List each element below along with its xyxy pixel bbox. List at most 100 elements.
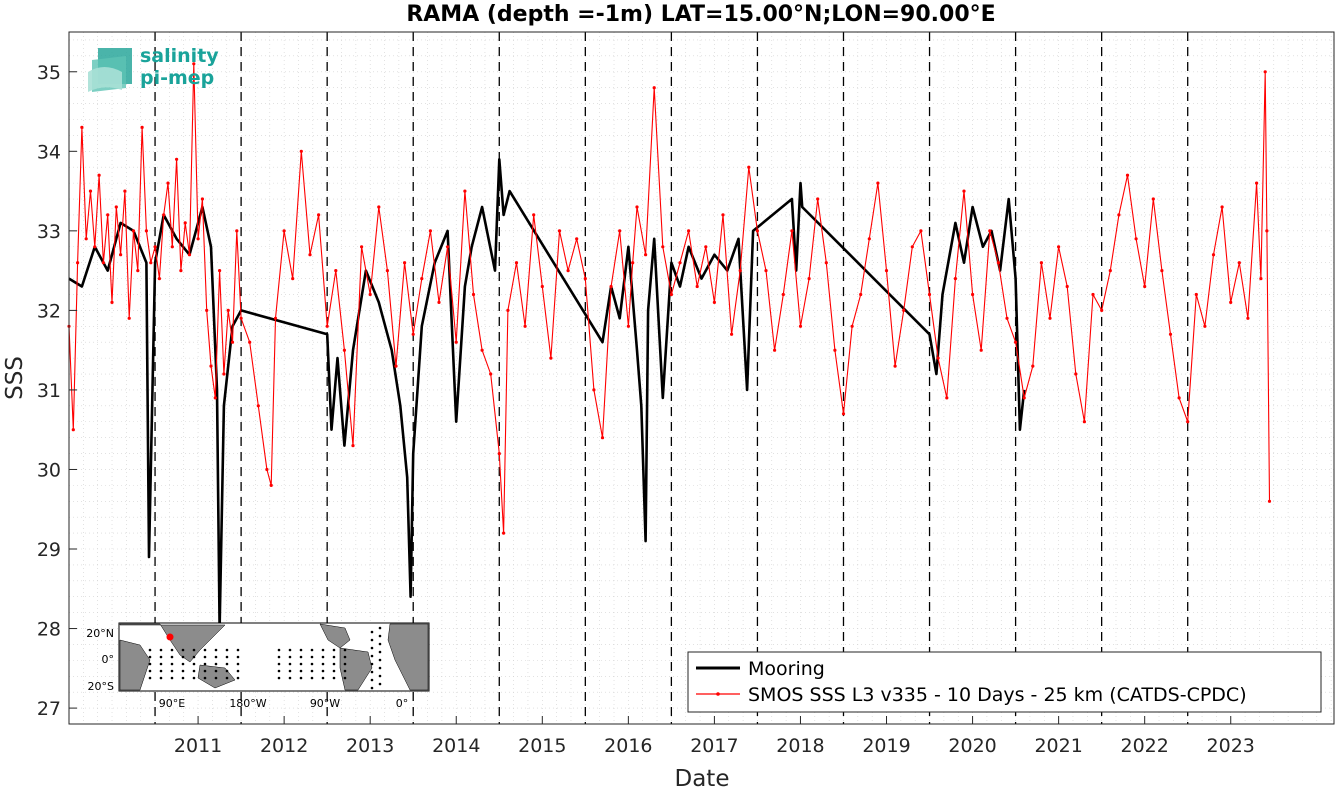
smos-point (230, 340, 235, 344)
network-dot (203, 676, 207, 680)
smos-point (712, 300, 717, 304)
network-dot (159, 676, 163, 680)
smos-point (463, 189, 467, 193)
smos-point (833, 348, 837, 352)
smos-point (824, 261, 828, 265)
smos-point (1082, 420, 1086, 424)
network-dot (310, 655, 314, 659)
network-dot (192, 669, 196, 673)
x-tick-label: 2018 (776, 735, 824, 757)
smos-point (850, 324, 854, 328)
network-dot (299, 676, 303, 680)
network-dot (332, 648, 336, 652)
network-dot (277, 662, 281, 666)
smos-point (575, 237, 579, 241)
y-tick-label: 34 (37, 141, 61, 163)
smos-point (162, 213, 166, 217)
year-divider-lines (154, 32, 1189, 724)
inset-lon-label-90e: 90°E (159, 697, 185, 710)
network-dot (310, 676, 314, 680)
smos-point (996, 261, 1001, 265)
x-tick-label: 2012 (260, 735, 308, 757)
network-dot (332, 655, 336, 659)
network-dot (288, 676, 292, 680)
smos-point (144, 229, 148, 233)
smos-point (489, 372, 493, 376)
smos-point (1168, 332, 1173, 336)
smos-point (454, 340, 458, 344)
smos-point (269, 483, 273, 487)
chart-title: RAMA (depth =-1m) LAT=15.00°N;LON=90.00°… (406, 2, 995, 27)
network-dot (332, 669, 336, 673)
legend-label-smos: SMOS SSS L3 v335 - 10 Days - 25 km (CATD… (748, 684, 1247, 706)
smos-point (140, 125, 144, 129)
network-dot (370, 638, 374, 642)
network-dot (370, 678, 374, 682)
smos-point (471, 292, 476, 297)
y-tick-label: 32 (37, 300, 61, 322)
smos-point (106, 213, 110, 217)
smos-point (1048, 316, 1052, 320)
network-dot (214, 676, 218, 680)
smos-point (351, 444, 355, 448)
smos-point (557, 229, 562, 233)
smos-point (166, 181, 170, 185)
asia-landmass (119, 623, 226, 663)
logo-line1: salinity (140, 45, 219, 67)
smos-point (1091, 292, 1095, 297)
smos-point (342, 348, 346, 352)
network-dot (148, 648, 152, 652)
smos-point (876, 181, 880, 185)
north-america-landmass (319, 623, 351, 649)
network-dot (203, 655, 207, 659)
y-tick-label: 31 (37, 380, 61, 402)
network-dot (277, 648, 281, 652)
smos-point (1237, 261, 1241, 265)
smos-point (635, 205, 639, 209)
smos-point (1005, 316, 1009, 320)
smos-point (446, 245, 450, 249)
network-dot (321, 655, 325, 659)
series-group (67, 62, 1272, 630)
smos-point (945, 396, 949, 400)
smos-point (187, 253, 192, 257)
smos-point (971, 292, 975, 297)
legend-label-mooring: Mooring (748, 658, 825, 680)
smos-point (566, 269, 570, 273)
smos-point (609, 284, 613, 289)
grid-lines (68, 32, 1334, 725)
network-dot (236, 648, 240, 652)
network-dot (148, 676, 152, 680)
smos-point (123, 189, 127, 193)
smos-point (317, 213, 321, 217)
network-dot (343, 655, 347, 659)
smos-point (1065, 284, 1069, 289)
y-tick-label: 33 (37, 221, 61, 243)
mooring-network-dots (148, 626, 382, 690)
network-dot (370, 654, 374, 658)
network-dot (343, 662, 347, 666)
network-dot (148, 655, 152, 659)
network-dot (310, 662, 314, 666)
smos-point (200, 197, 204, 201)
plot-frame (68, 31, 1335, 725)
smos-point (936, 356, 940, 360)
x-tick-label: 2021 (1034, 735, 1082, 757)
network-dot (236, 676, 240, 680)
network-dot (181, 669, 185, 673)
smos-point (988, 229, 992, 233)
africa-landmass (119, 639, 151, 691)
smos-point (114, 205, 118, 209)
network-dot (299, 655, 303, 659)
smos-point (179, 269, 183, 273)
smos-point (1177, 396, 1181, 400)
smos-point (1160, 269, 1164, 273)
smos-point (196, 237, 200, 241)
smos-point (175, 157, 179, 161)
network-dot (288, 648, 292, 652)
network-dot (236, 669, 240, 673)
network-dot (203, 648, 207, 652)
inset-lat-label-20s: 20°S (88, 680, 114, 693)
y-tick-label: 28 (37, 619, 61, 641)
smos-point (704, 245, 708, 249)
